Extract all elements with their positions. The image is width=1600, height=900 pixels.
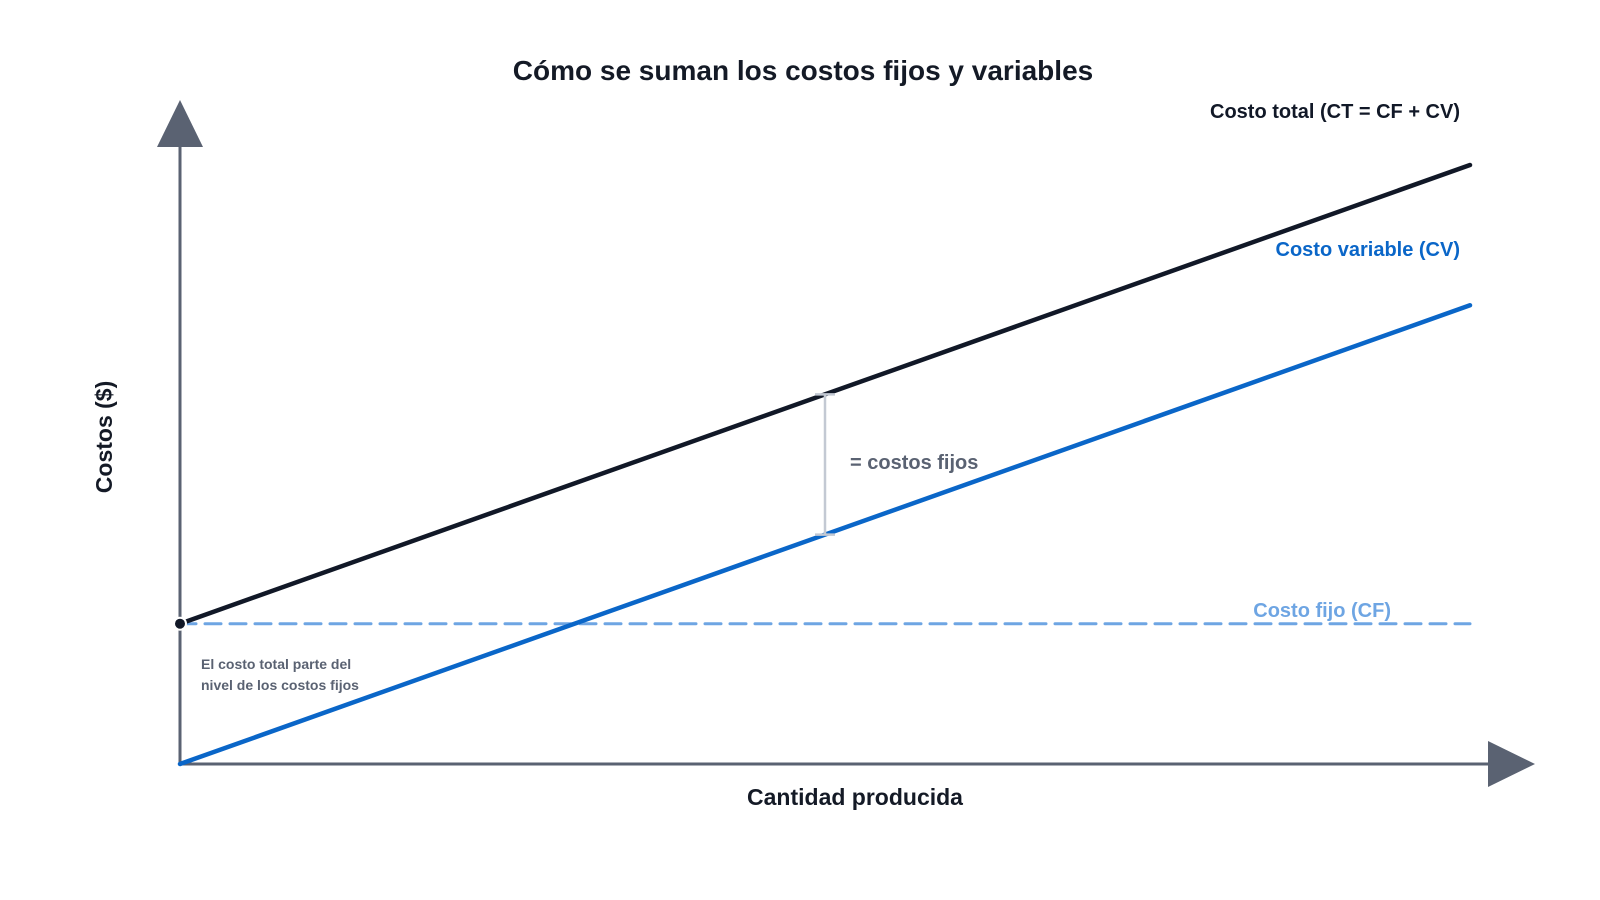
fixed-cost-bracket: [815, 393, 835, 536]
axes: [157, 100, 1535, 787]
series-label-fixed-cost: Costo fijo (CF): [1253, 600, 1391, 622]
start-note-line-2: nivel de los costos fijos: [201, 677, 359, 693]
chart-title: Cómo se suman los costos fijos y variabl…: [513, 55, 1093, 86]
series-label-variable-cost: Costo variable (CV): [1276, 239, 1460, 261]
start-note: El costo total parte del nivel de los co…: [201, 656, 359, 693]
x-axis-label: Cantidad producida: [747, 784, 963, 810]
y-axis-arrow: [157, 100, 203, 147]
y-axis-label: Costos ($): [91, 381, 117, 493]
fixed-cost-start-point: [173, 616, 187, 631]
x-axis-arrow: [1488, 741, 1535, 787]
fixed-cost-bracket-label: = costos fijos: [850, 452, 978, 474]
start-note-line-1: El costo total parte del: [201, 656, 351, 672]
series-label-total-cost: Costo total (CT = CF + CV): [1210, 101, 1460, 123]
